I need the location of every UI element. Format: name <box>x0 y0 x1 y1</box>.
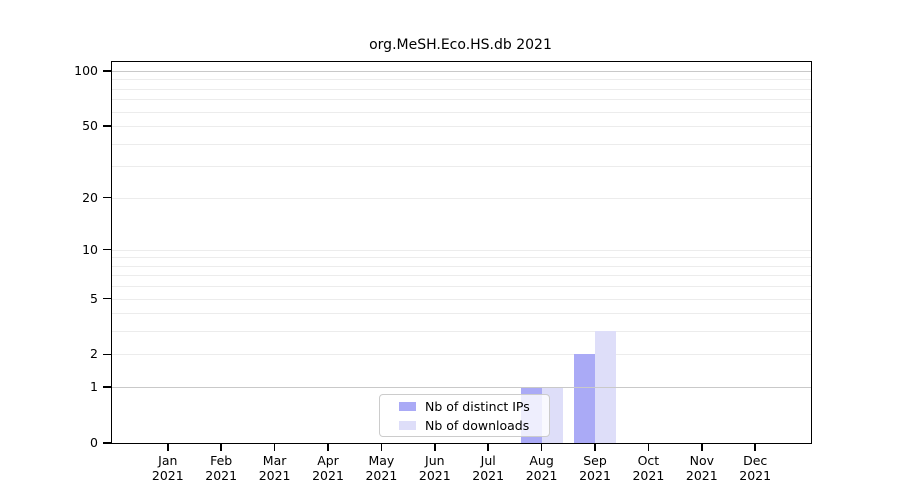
x-tick-may <box>380 443 383 451</box>
gridline-y-4 <box>112 313 811 315</box>
gridline-y-8 <box>112 265 811 267</box>
y-tick-label-2: 2 <box>90 346 98 362</box>
x-tick-jun <box>434 443 436 451</box>
gridline-y-100 <box>112 71 811 72</box>
gridline-y-1 <box>112 387 811 389</box>
x-tick-label-mar: Mar 2021 <box>258 453 291 483</box>
y-tick-2 <box>103 353 111 356</box>
y-tick-label-100: 100 <box>74 63 98 78</box>
x-tick-label-nov: Nov 2021 <box>685 453 718 483</box>
legend-swatch-downloads <box>399 420 416 430</box>
y-tick-0 <box>103 442 111 444</box>
y-tick-label-10: 10 <box>82 241 98 257</box>
gridline-y-3 <box>112 331 811 333</box>
x-tick-aug <box>540 443 543 451</box>
gridline-y-80 <box>112 88 811 90</box>
gridline-y-9 <box>112 257 811 259</box>
bar-downloads-sep <box>595 331 616 443</box>
gridline-y-70 <box>112 99 811 101</box>
gridline-y-7 <box>112 275 811 277</box>
y-tick-label-5: 5 <box>90 290 98 306</box>
x-tick-label-jul: Jul 2021 <box>472 453 505 483</box>
gridline-y-60 <box>112 111 811 113</box>
x-tick-label-dec: Dec 2021 <box>739 453 772 483</box>
y-tick-10 <box>103 248 111 251</box>
gridline-y-5 <box>112 298 811 300</box>
gridline-y-30 <box>112 166 811 168</box>
legend: Nb of distinct IPs Nb of downloads <box>379 394 550 437</box>
gridline-y-10 <box>112 249 811 251</box>
x-tick-feb <box>220 443 222 451</box>
y-tick-label-50: 50 <box>82 118 98 134</box>
gridline-y-6 <box>112 286 811 288</box>
x-tick-label-apr: Apr 2021 <box>312 453 344 483</box>
x-tick-label-jan: Jan 2021 <box>151 453 184 483</box>
gridline-y-90 <box>112 79 811 81</box>
y-tick-100 <box>103 70 111 72</box>
x-tick-sep <box>594 443 596 451</box>
x-tick-label-oct: Oct 2021 <box>632 453 665 483</box>
x-tick-label-aug: Aug 2021 <box>525 453 558 483</box>
x-tick-dec <box>754 443 756 451</box>
x-tick-label-jun: Jun 2021 <box>418 453 451 483</box>
x-tick-label-sep: Sep 2021 <box>579 453 611 483</box>
x-tick-jan <box>167 443 169 451</box>
legend-label-downloads: Nb of downloads <box>425 417 530 433</box>
y-tick-label-1: 1 <box>90 379 98 395</box>
x-tick-mar <box>273 443 276 451</box>
bar-distinct-ips-sep <box>574 354 595 443</box>
x-tick-jul <box>487 443 489 451</box>
gridline-y-40 <box>112 143 811 145</box>
x-tick-oct <box>647 443 650 451</box>
legend-swatch-distinct-ips <box>399 401 416 411</box>
x-tick-nov <box>701 443 703 451</box>
gridline-y-50 <box>112 126 811 128</box>
y-tick-1 <box>103 386 111 388</box>
gridline-y-2 <box>112 354 811 356</box>
x-tick-label-feb: Feb 2021 <box>205 453 238 483</box>
gridline-y-20 <box>112 197 811 199</box>
y-tick-20 <box>103 196 111 199</box>
chart-title: org.MeSH.Eco.HS.db 2021 <box>369 37 552 53</box>
legend-entry-downloads: Nb of downloads <box>399 418 541 433</box>
x-tick-label-may: May 2021 <box>365 453 398 483</box>
legend-entry-distinct-ips: Nb of distinct IPs <box>399 399 541 414</box>
y-tick-50 <box>103 125 111 127</box>
y-tick-label-0: 0 <box>90 435 98 450</box>
y-tick-label-20: 20 <box>82 189 98 205</box>
x-tick-apr <box>327 443 329 451</box>
plot-area: Nb of distinct IPs Nb of downloads 0 1 2 5 1… <box>74 61 812 483</box>
y-tick-5 <box>103 297 111 300</box>
legend-label-distinct-ips: Nb of distinct IPs <box>425 398 530 414</box>
